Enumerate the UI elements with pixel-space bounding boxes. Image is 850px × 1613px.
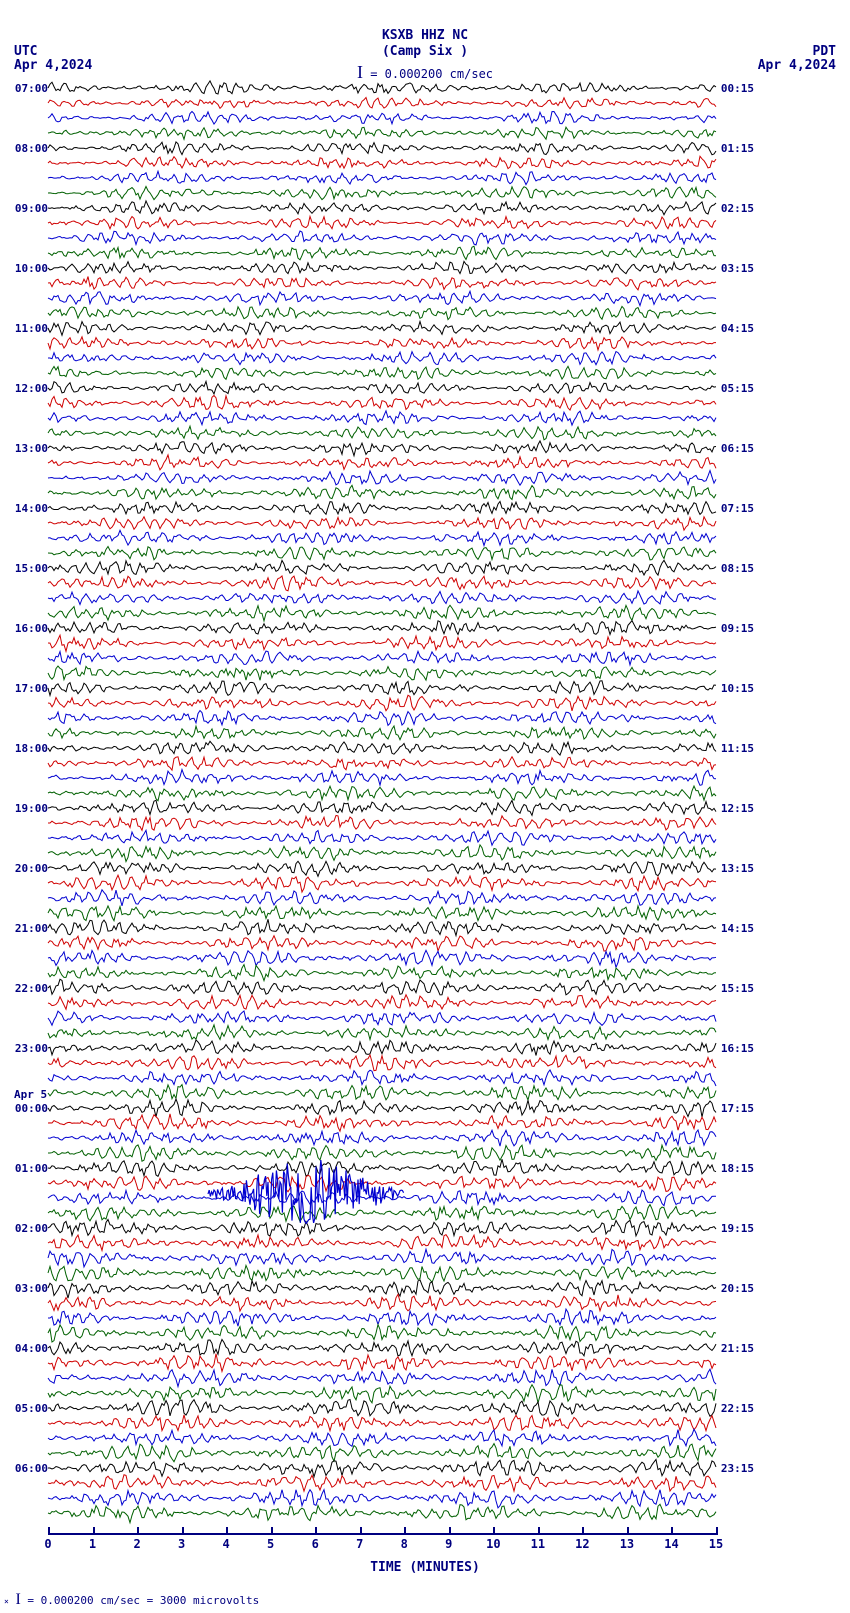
left-hour-label: 23:00: [10, 1042, 48, 1055]
left-hour-label: 02:00: [10, 1222, 48, 1235]
left-hour-label: 06:00: [10, 1462, 48, 1475]
left-hour-label: 05:00: [10, 1402, 48, 1415]
left-timezone: UTC: [14, 44, 37, 59]
right-hour-label: 14:15: [721, 922, 754, 935]
x-axis-title: TIME (MINUTES): [0, 1560, 850, 1575]
x-tick: [449, 1527, 451, 1535]
right-hour-label: 05:15: [721, 382, 754, 395]
left-hour-label: 18:00: [10, 742, 48, 755]
x-tick: [315, 1527, 317, 1535]
x-tick-label: 4: [223, 1537, 230, 1551]
right-hour-label: 09:15: [721, 622, 754, 635]
right-hour-label: 11:15: [721, 742, 754, 755]
x-tick: [137, 1527, 139, 1535]
right-hour-label: 13:15: [721, 862, 754, 875]
footer-text: = 0.000200 cm/sec = 3000 microvolts: [27, 1594, 259, 1607]
left-hour-label: 19:00: [10, 802, 48, 815]
x-tick-label: 7: [356, 1537, 363, 1551]
footer-scale: × I = 0.000200 cm/sec = 3000 microvolts: [4, 1591, 259, 1609]
x-tick-label: 1: [89, 1537, 96, 1551]
left-hour-label: 07:00: [10, 82, 48, 95]
right-hour-label: 22:15: [721, 1402, 754, 1415]
right-date: Apr 4,2024: [758, 58, 836, 73]
x-tick: [271, 1527, 273, 1535]
x-tick-label: 5: [267, 1537, 274, 1551]
x-tick-label: 2: [133, 1537, 140, 1551]
x-tick-label: 3: [178, 1537, 185, 1551]
right-hour-label: 12:15: [721, 802, 754, 815]
right-hour-label: 01:15: [721, 142, 754, 155]
x-tick: [582, 1527, 584, 1535]
right-hour-label: 20:15: [721, 1282, 754, 1295]
left-hour-label: 03:00: [10, 1282, 48, 1295]
right-hour-label: 08:15: [721, 562, 754, 575]
x-tick: [360, 1527, 362, 1535]
station-location: (Camp Six ): [0, 44, 850, 59]
left-hour-label: 12:00: [10, 382, 48, 395]
right-hour-label: 19:15: [721, 1222, 754, 1235]
x-tick: [538, 1527, 540, 1535]
right-hour-label: 02:15: [721, 202, 754, 215]
x-tick-label: 6: [312, 1537, 319, 1551]
x-tick: [493, 1527, 495, 1535]
x-tick: [716, 1527, 718, 1535]
right-hour-label: 16:15: [721, 1042, 754, 1055]
right-hour-label: 04:15: [721, 322, 754, 335]
x-tick: [671, 1527, 673, 1535]
left-hour-label: 22:00: [10, 982, 48, 995]
right-hour-label: 17:15: [721, 1102, 754, 1115]
right-hour-label: 18:15: [721, 1162, 754, 1175]
right-hour-label: 10:15: [721, 682, 754, 695]
left-hour-label: 10:00: [10, 262, 48, 275]
helicorder-plot: [48, 88, 716, 1528]
seismic-event-burst: [208, 1158, 404, 1237]
left-date: Apr 4,2024: [14, 58, 92, 73]
x-tick-label: 0: [44, 1537, 51, 1551]
x-tick: [226, 1527, 228, 1535]
footer-bar-symbol: I: [15, 1591, 20, 1608]
left-hour-label: 00:00: [10, 1102, 48, 1115]
left-hour-label: 20:00: [10, 862, 48, 875]
right-hour-label: 06:15: [721, 442, 754, 455]
x-tick-label: 9: [445, 1537, 452, 1551]
right-timezone: PDT: [813, 44, 836, 59]
x-tick: [93, 1527, 95, 1535]
x-tick: [404, 1527, 406, 1535]
left-hour-label: 15:00: [10, 562, 48, 575]
x-tick-label: 13: [620, 1537, 634, 1551]
seismogram-container: KSXB HHZ NC (Camp Six ) I = 0.000200 cm/…: [0, 0, 850, 1613]
left-hour-label: 09:00: [10, 202, 48, 215]
x-tick-label: 8: [401, 1537, 408, 1551]
x-tick-label: 15: [709, 1537, 723, 1551]
station-code: KSXB HHZ NC: [0, 28, 850, 43]
left-hour-label: 17:00: [10, 682, 48, 695]
x-tick: [48, 1527, 50, 1535]
left-hour-label: 08:00: [10, 142, 48, 155]
x-tick-label: 14: [664, 1537, 678, 1551]
trace-line: [48, 1499, 716, 1527]
left-hour-label: 13:00: [10, 442, 48, 455]
left-hour-label: 04:00: [10, 1342, 48, 1355]
left-hour-label: 21:00: [10, 922, 48, 935]
right-hour-label: 07:15: [721, 502, 754, 515]
left-hour-label: 11:00: [10, 322, 48, 335]
left-hour-label: 16:00: [10, 622, 48, 635]
x-tick-label: 11: [531, 1537, 545, 1551]
x-tick-label: 10: [486, 1537, 500, 1551]
x-axis-ticks: 0123456789101112131415: [48, 1535, 716, 1555]
date-break-label: Apr 5: [14, 1088, 47, 1101]
x-tick: [627, 1527, 629, 1535]
x-tick-label: 12: [575, 1537, 589, 1551]
right-hour-label: 23:15: [721, 1462, 754, 1475]
right-hour-label: 00:15: [721, 82, 754, 95]
left-hour-label: 01:00: [10, 1162, 48, 1175]
right-hour-label: 15:15: [721, 982, 754, 995]
left-hour-label: 14:00: [10, 502, 48, 515]
x-tick: [182, 1527, 184, 1535]
right-hour-label: 21:15: [721, 1342, 754, 1355]
right-hour-label: 03:15: [721, 262, 754, 275]
